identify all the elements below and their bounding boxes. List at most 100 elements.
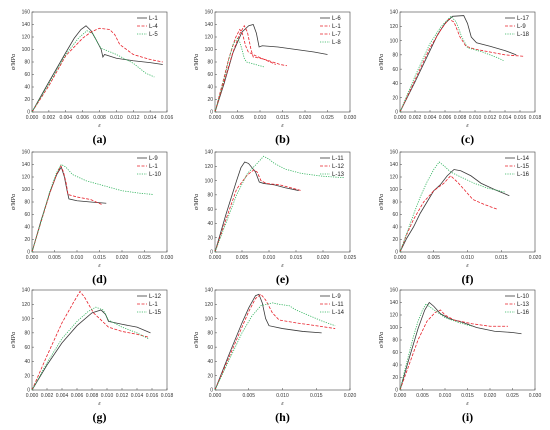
x-tick-label: 0.020	[344, 393, 357, 399]
y-tick-label: 100	[22, 47, 31, 53]
plot-area	[214, 289, 351, 391]
y-axis-label: σ/MPa	[379, 332, 385, 348]
x-tick-label: 0.008	[93, 115, 106, 121]
x-tick-label: 0.010	[110, 115, 123, 121]
y-tick-label: 140	[22, 162, 31, 168]
x-axis-label: ε	[98, 123, 101, 129]
y-tick-label: 120	[390, 24, 399, 30]
y-tick-label: 80	[24, 60, 30, 66]
x-tick-label: 0.000	[209, 393, 222, 399]
y-tick-label: 60	[207, 207, 213, 213]
series-line-L-11	[214, 161, 299, 253]
y-tick-label: 0	[210, 110, 213, 116]
y-tick-label: 140	[390, 300, 399, 306]
y-axis-label: σ/MPa	[379, 194, 385, 210]
series-line-L-12	[31, 309, 151, 391]
x-tick-label: 0.004	[56, 393, 69, 399]
y-tick-label: 0	[210, 250, 213, 256]
y-tick-label: 120	[22, 35, 31, 41]
legend-label: L-13	[332, 172, 345, 178]
x-tick-label: 0.025	[506, 393, 519, 399]
x-tick-label: 0.018	[161, 393, 174, 399]
plot-area	[399, 11, 536, 113]
legend-label: L-1	[149, 16, 158, 22]
series-line-L-16	[399, 303, 473, 391]
x-tick-label: 0.012	[116, 393, 129, 399]
y-tick-label: 100	[205, 178, 214, 184]
y-tick-label: 60	[392, 212, 398, 218]
x-tick-label: 0.006	[439, 115, 452, 121]
x-tick-label: 0.010	[439, 393, 452, 399]
y-tick-label: 80	[24, 200, 30, 206]
legend-label: L-1	[149, 302, 158, 308]
plot-area	[214, 11, 351, 113]
series-line-L-12	[214, 169, 302, 253]
y-tick-label: 60	[24, 345, 30, 351]
x-tick-label: 0.000	[394, 255, 407, 261]
y-tick-label: 40	[392, 225, 398, 231]
x-tick-label: 0.018	[529, 115, 542, 121]
x-tick-label: 0.004	[424, 115, 437, 121]
panel-caption: (a)	[93, 132, 107, 146]
x-axis-label: ε	[281, 123, 284, 129]
y-tick-label: 40	[207, 359, 213, 365]
legend-label: L-5	[149, 32, 158, 38]
x-tick-label: 0.020	[116, 255, 129, 261]
x-tick-label: 0.016	[146, 393, 159, 399]
y-axis-label: σ/MPa	[194, 194, 200, 210]
x-tick-label: 0.005	[231, 115, 244, 121]
legend-label: L-17	[517, 16, 530, 22]
x-tick-label: 0.015	[310, 393, 323, 399]
x-tick-label: 0.020	[317, 255, 330, 261]
x-tick-label: 0.030	[529, 393, 542, 399]
x-tick-label: 0.015	[461, 393, 474, 399]
y-tick-label: 140	[390, 10, 399, 16]
x-tick-label: 0.016	[514, 115, 527, 121]
series-line-L-9	[214, 293, 322, 391]
plot-area	[31, 289, 168, 391]
legend-label: L-1	[332, 24, 341, 30]
panel-caption: (b)	[275, 132, 290, 146]
y-tick-label: 20	[24, 373, 30, 379]
x-tick-label: 0.005	[48, 255, 61, 261]
x-tick-label: 0.030	[161, 255, 174, 261]
series-line-L-15	[31, 306, 149, 391]
y-tick-label: 60	[24, 212, 30, 218]
y-tick-label: 100	[22, 187, 31, 193]
series-line-L-16	[399, 161, 505, 253]
y-axis-label: σ/MPa	[11, 54, 17, 70]
y-tick-label: 140	[22, 22, 31, 28]
y-tick-label: 80	[207, 60, 213, 66]
x-tick-label: 0.002	[41, 393, 54, 399]
x-tick-label: 0.008	[86, 393, 99, 399]
x-tick-label: 0.000	[26, 255, 39, 261]
series-line-L-13	[214, 155, 345, 253]
legend-label: L-12	[149, 294, 162, 300]
y-tick-label: 40	[392, 363, 398, 369]
series-line-L-10	[399, 301, 522, 391]
y-tick-label: 0	[27, 250, 30, 256]
panel-h: 0 20 40 60 80 100 120 140 0.000 0.005 0.010 0.015 0.…	[194, 288, 356, 424]
y-tick-label: 20	[207, 97, 213, 103]
y-tick-label: 0	[210, 388, 213, 394]
y-tick-label: 160	[205, 10, 214, 16]
series-line-L-1	[31, 164, 102, 253]
y-tick-label: 40	[207, 85, 213, 91]
y-tick-label: 120	[205, 302, 214, 308]
series-line-L-13	[399, 309, 508, 391]
y-tick-label: 60	[24, 72, 30, 78]
x-tick-label: 0.014	[131, 393, 144, 399]
legend-label: L-11	[332, 156, 344, 162]
y-tick-label: 60	[207, 345, 213, 351]
panel-caption: (d)	[92, 272, 107, 286]
legend-label: L-13	[517, 302, 530, 308]
x-tick-label: 0.014	[144, 115, 157, 121]
legend-label: L-16	[517, 310, 530, 316]
series-line-L-1	[31, 290, 149, 391]
legend-label: L-9	[517, 24, 526, 30]
series-line-L-14	[214, 302, 336, 391]
x-axis-label: ε	[466, 401, 469, 407]
y-axis-label: σ/MPa	[194, 332, 200, 348]
